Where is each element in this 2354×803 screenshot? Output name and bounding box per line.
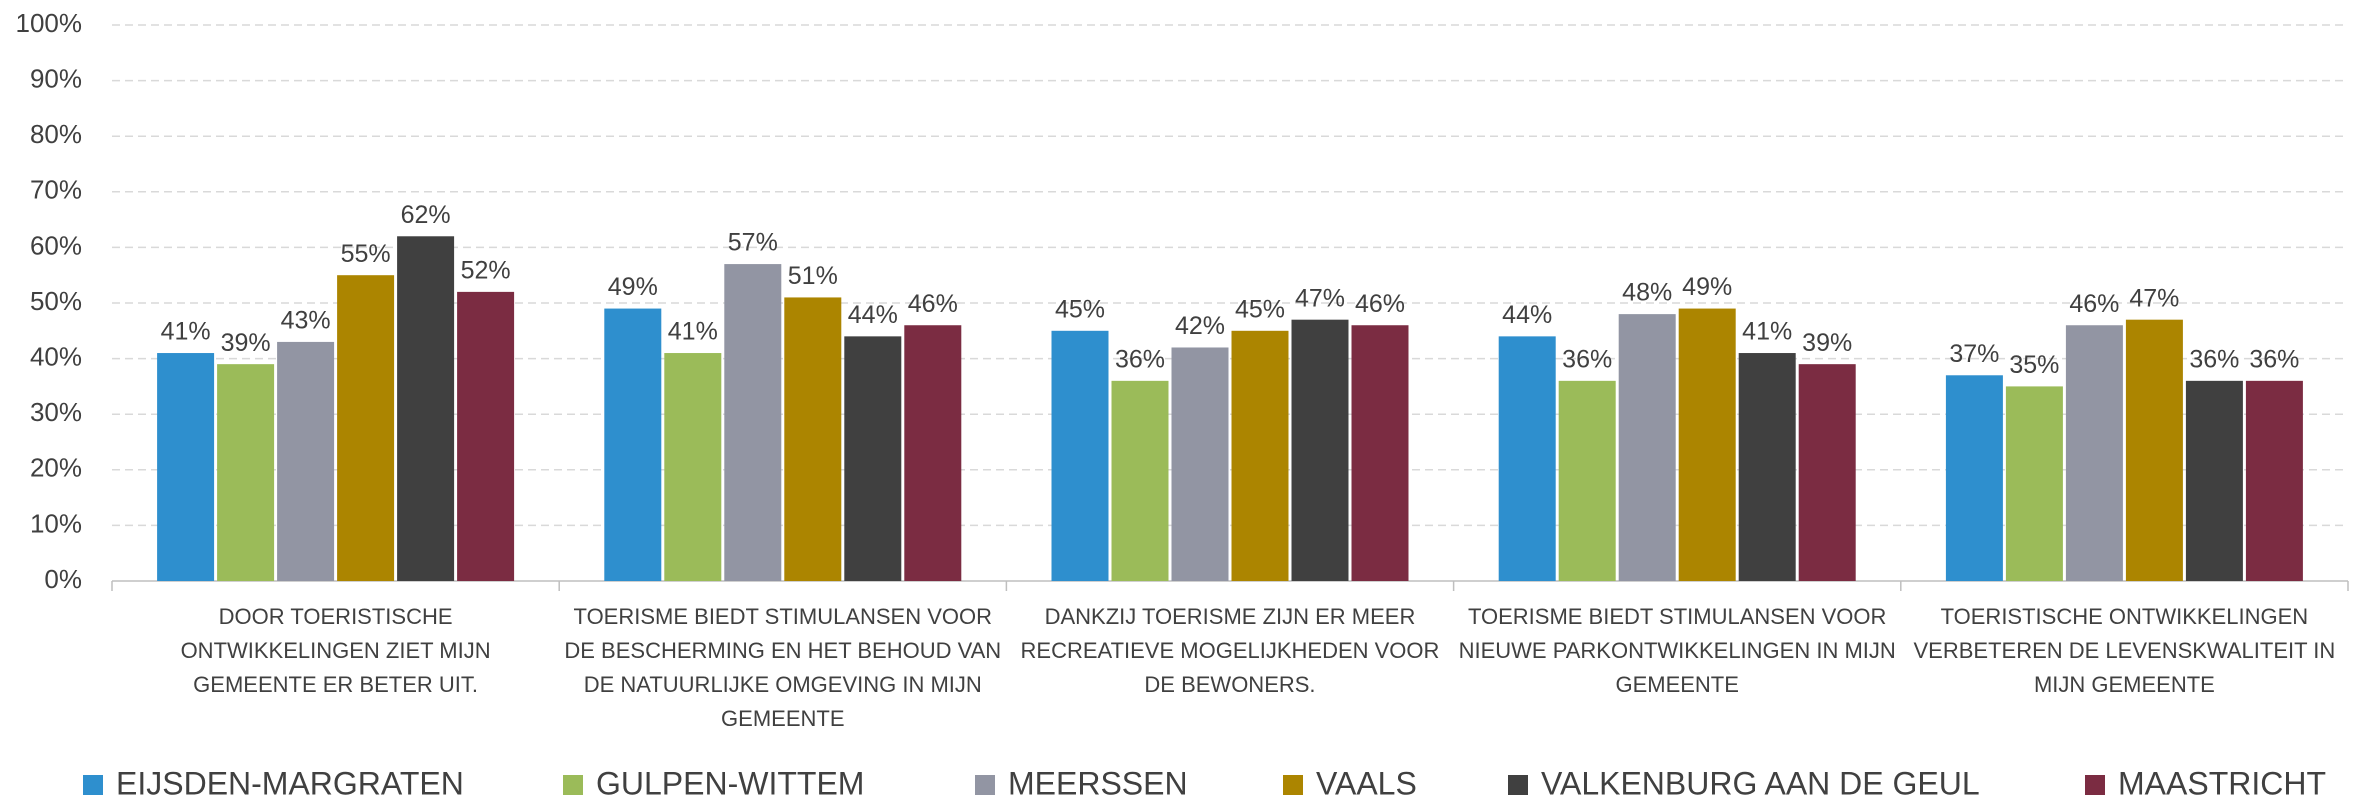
value-label: 36% [1562, 345, 1612, 373]
legend-label: GULPEN-WITTEM [596, 765, 864, 801]
x-tick-label: DOOR TOERISTISCHE ONTWIKKELINGEN ZIET MI… [180, 604, 491, 697]
value-label: 36% [1115, 345, 1165, 373]
bar [1291, 319, 1349, 581]
x-tick-label: TOERISME BIEDT STIMULANSEN VOOR NIEUWE P… [1458, 604, 1896, 697]
y-tick-label: 10% [30, 508, 82, 538]
value-label: 43% [281, 307, 331, 335]
y-tick-label: 80% [30, 119, 82, 149]
legend-label: MAASTRICHT [2118, 765, 2326, 801]
bar [2065, 325, 2123, 581]
bar [457, 291, 515, 581]
bar [844, 336, 902, 581]
legend-swatch [1508, 775, 1528, 795]
value-label: 35% [2009, 351, 2059, 379]
value-label: 47% [2129, 284, 2179, 312]
value-label: 36% [2189, 345, 2239, 373]
value-label: 52% [461, 256, 511, 284]
y-tick-label: 70% [30, 175, 82, 205]
value-label: 62% [401, 201, 451, 229]
bar [397, 236, 455, 581]
value-label: 37% [1949, 340, 1999, 368]
value-label: 47% [1295, 284, 1345, 312]
bar [2185, 380, 2243, 581]
bar [1231, 330, 1289, 581]
y-tick-label: 60% [30, 230, 82, 260]
value-label: 44% [1502, 301, 1552, 329]
y-tick-label: 90% [30, 63, 82, 93]
y-tick-label: 50% [30, 286, 82, 316]
bar [1738, 353, 1796, 581]
y-tick-label: 0% [44, 564, 82, 594]
bar [1171, 347, 1229, 581]
bar [337, 275, 395, 581]
value-label: 42% [1175, 312, 1225, 340]
bar [1558, 380, 1616, 581]
value-label: 51% [788, 262, 838, 290]
legend-swatch [563, 775, 583, 795]
value-label: 57% [728, 229, 778, 257]
bar [2245, 380, 2303, 581]
value-label: 41% [161, 318, 211, 346]
bar [277, 341, 335, 581]
value-label: 39% [1802, 329, 1852, 357]
bar [1111, 380, 1169, 581]
value-label: 39% [221, 329, 271, 357]
legend-label: EIJSDEN-MARGRATEN [116, 765, 464, 801]
bar [2125, 319, 2183, 581]
legend-label: VAALS [1316, 765, 1417, 801]
bar [1498, 336, 1556, 581]
value-label: 46% [2069, 290, 2119, 318]
bar [904, 325, 962, 581]
y-tick-label: 100% [16, 8, 83, 38]
legend-swatch [1283, 775, 1303, 795]
x-tick-label: DANKZIJ TOERISME ZIJN ER MEER RECREATIEV… [1020, 604, 1440, 697]
bar [157, 353, 215, 581]
value-label: 48% [1622, 279, 1672, 307]
bar [724, 264, 782, 581]
bar [1678, 308, 1736, 581]
value-label: 46% [908, 290, 958, 318]
legend-label: MEERSSEN [1008, 765, 1188, 801]
value-label: 46% [1355, 290, 1405, 318]
value-label: 55% [341, 240, 391, 268]
bar [604, 308, 662, 581]
bar [1618, 314, 1676, 581]
legend-label: VALKENBURG AAN DE GEUL [1541, 765, 1980, 801]
value-label: 49% [1682, 273, 1732, 301]
value-label: 36% [2249, 345, 2299, 373]
value-label: 45% [1235, 295, 1285, 323]
legend-swatch [975, 775, 995, 795]
bar [1051, 330, 1109, 581]
value-label: 45% [1055, 295, 1105, 323]
y-tick-label: 40% [30, 341, 82, 371]
x-tick-label: TOERISME BIEDT STIMULANSEN VOOR DE BESCH… [564, 604, 1002, 731]
value-label: 41% [668, 318, 718, 346]
legend-swatch [83, 775, 103, 795]
y-tick-label: 20% [30, 453, 82, 483]
value-label: 41% [1742, 318, 1792, 346]
bar [1945, 375, 2003, 581]
bar [217, 364, 275, 581]
bar [784, 297, 842, 581]
legend-swatch [2085, 775, 2105, 795]
y-tick-label: 30% [30, 397, 82, 427]
x-tick-label: TOERISTISCHE ONTWIKKELINGEN VERBETEREN D… [1913, 604, 2336, 697]
bar [664, 353, 722, 581]
bar [1351, 325, 1409, 581]
bar [2005, 386, 2063, 581]
value-label: 44% [848, 301, 898, 329]
bar [1798, 364, 1856, 581]
value-label: 49% [608, 273, 658, 301]
